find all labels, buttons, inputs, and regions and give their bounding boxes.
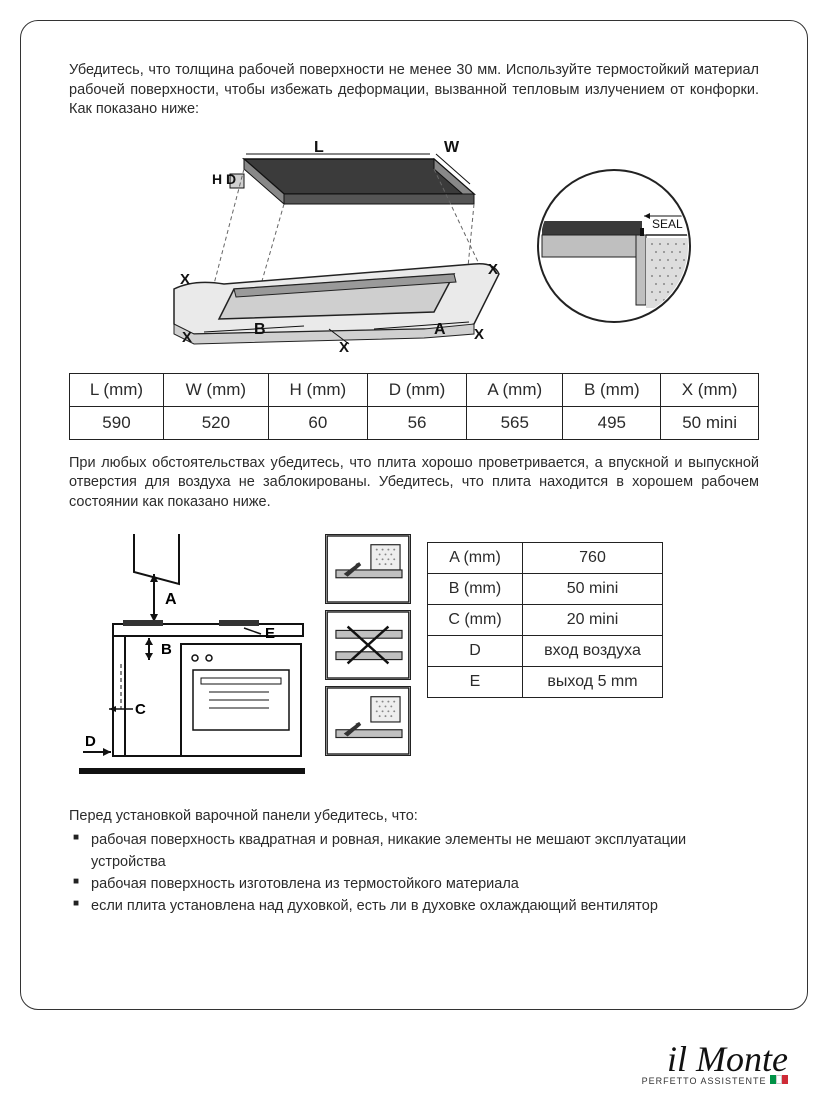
t1-v3: 56 xyxy=(367,406,466,439)
t1-h6: X (mm) xyxy=(661,373,759,406)
lower-diagram-row: A B E C xyxy=(69,534,759,784)
svg-text:L: L xyxy=(314,139,324,156)
brand-name: il Monte xyxy=(642,1043,788,1075)
vent-icon-2 xyxy=(325,610,411,680)
t2-r2c0: C (mm) xyxy=(428,605,523,636)
t1-h2: H (mm) xyxy=(268,373,367,406)
t2-r2c1: 20 mini xyxy=(523,605,663,636)
side-elevation-diagram: A B E C xyxy=(69,534,309,784)
t2-r4c1: выход 5 mm xyxy=(523,667,663,698)
svg-text:B: B xyxy=(161,641,172,658)
checklist-item: рабочая поверхность квадратная и ровная,… xyxy=(73,830,759,874)
t2-r4c0: E xyxy=(428,667,523,698)
seal-circle-diagram: SEAL xyxy=(534,166,694,326)
t1-v6: 50 mini xyxy=(661,406,759,439)
svg-text:A: A xyxy=(165,591,177,608)
mid-paragraph: При любых обстоятельствах убедитесь, что… xyxy=(69,454,759,513)
brand-tagline: PERFETTO ASSISTENTE xyxy=(642,1075,788,1086)
t1-v2: 60 xyxy=(268,406,367,439)
svg-text:C: C xyxy=(135,701,146,718)
checklist-item: рабочая поверхность изготовлена из термо… xyxy=(73,874,759,896)
t2-r0c0: A (mm) xyxy=(428,543,523,574)
svg-text:E: E xyxy=(265,625,275,642)
t2-r3c1: вход воздуха xyxy=(523,636,663,667)
svg-text:SEAL: SEAL xyxy=(652,217,683,231)
svg-text:B: B xyxy=(254,321,266,338)
svg-text:X: X xyxy=(180,271,190,288)
dimensions-table-1: L (mm) W (mm) H (mm) D (mm) A (mm) B (mm… xyxy=(69,373,759,440)
t1-h5: B (mm) xyxy=(563,373,661,406)
checklist: рабочая поверхность квадратная и ровная,… xyxy=(69,830,759,917)
brand-logo: il Monte PERFETTO ASSISTENTE xyxy=(642,1043,788,1086)
diagram-row: L W H D X X X X B A X xyxy=(69,134,759,359)
ventilation-icons-column xyxy=(325,534,411,756)
t2-r0c1: 760 xyxy=(523,543,663,574)
svg-text:X: X xyxy=(488,261,498,278)
svg-text:X: X xyxy=(474,326,484,343)
page-frame: Убедитесь, что толщина рабочей поверхнос… xyxy=(20,20,808,1010)
t2-r1c0: B (mm) xyxy=(428,574,523,605)
vent-icon-3 xyxy=(325,686,411,756)
t2-r1c1: 50 mini xyxy=(523,574,663,605)
svg-text:D: D xyxy=(85,733,96,750)
t1-v4: 565 xyxy=(467,406,563,439)
t1-h1: W (mm) xyxy=(163,373,268,406)
vent-icon-1 xyxy=(325,534,411,604)
svg-text:W: W xyxy=(444,139,460,156)
t1-v1: 520 xyxy=(163,406,268,439)
svg-text:H: H xyxy=(212,171,222,187)
t1-h4: A (mm) xyxy=(467,373,563,406)
dimensions-table-2: A (mm)760 B (mm)50 mini C (mm)20 mini Dв… xyxy=(427,542,663,698)
pre-checklist-text: Перед установкой варочной панели убедите… xyxy=(69,808,759,824)
t1-h0: L (mm) xyxy=(70,373,164,406)
svg-text:D: D xyxy=(226,171,236,187)
checklist-item: если плита установлена над духовкой, ест… xyxy=(73,896,759,918)
intro-paragraph: Убедитесь, что толщина рабочей поверхнос… xyxy=(69,61,759,120)
t1-h3: D (mm) xyxy=(367,373,466,406)
svg-text:X: X xyxy=(339,339,349,356)
t1-v5: 495 xyxy=(563,406,661,439)
t2-r3c0: D xyxy=(428,636,523,667)
t1-v0: 590 xyxy=(70,406,164,439)
isometric-diagram: L W H D X X X X B A X xyxy=(134,134,504,359)
svg-text:X: X xyxy=(182,329,192,346)
